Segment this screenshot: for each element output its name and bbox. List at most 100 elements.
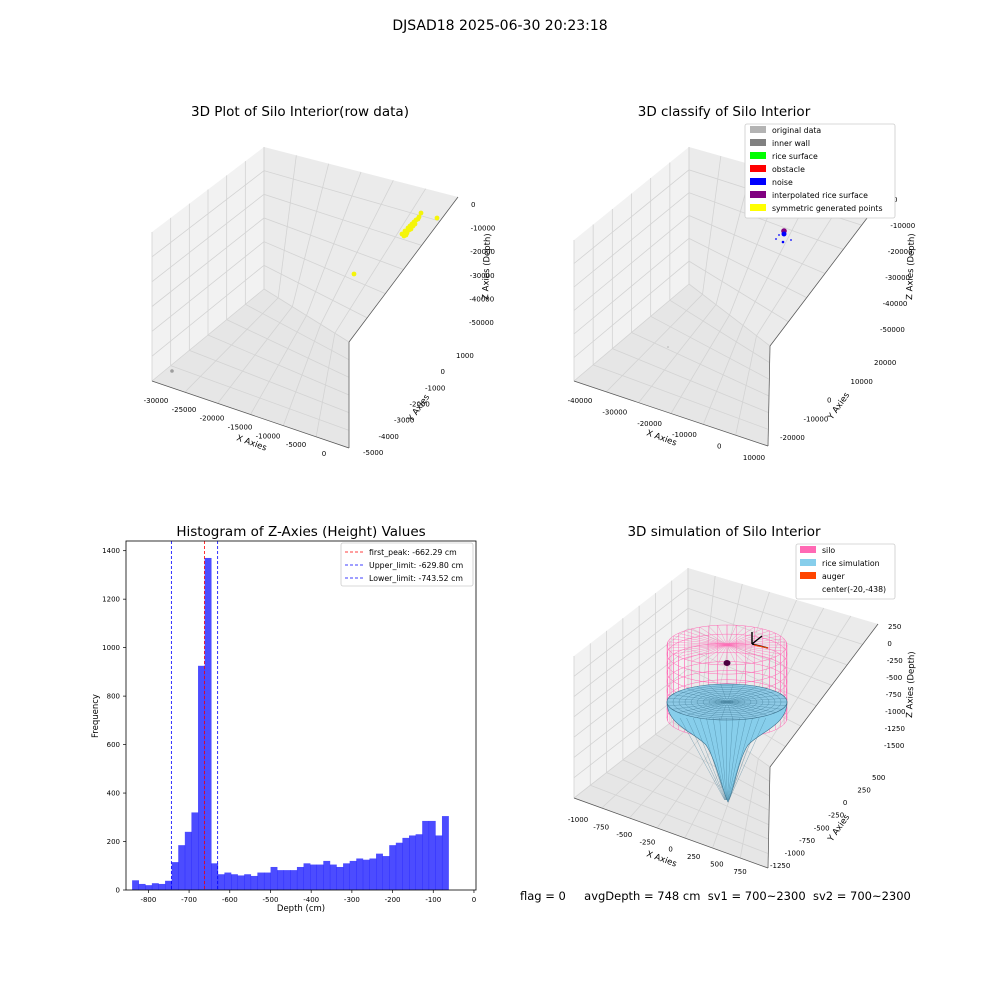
panel1-axes-box [151, 147, 459, 449]
gridline [263, 288, 350, 343]
silo-spoke [699, 644, 728, 663]
gridline [590, 784, 769, 854]
histogram-bar [329, 864, 337, 890]
panel1-zlabel: Z Axies (Depth) [481, 233, 493, 300]
x-axis-line [151, 380, 350, 449]
tick-label: 500 [872, 774, 885, 782]
tick-label: 0 [322, 450, 326, 458]
panel2-ylabel: Y Axies [826, 390, 853, 422]
legend-label: interpolated rice surface [772, 191, 868, 200]
y-axis-line [767, 345, 771, 447]
classified-point [667, 346, 669, 348]
tick-label: -10000 [804, 415, 829, 423]
silo-spoke [691, 628, 728, 646]
histogram-bar [343, 863, 350, 890]
legend-swatch [750, 204, 766, 211]
silo-spoke [726, 644, 776, 657]
z-axis-line [769, 623, 879, 768]
tick-label: -1000 [885, 708, 905, 716]
tick-label: -5000 [286, 441, 306, 449]
figure-title: DJSAD18 2025-06-30 20:23:18 [392, 18, 608, 34]
histogram-bar [217, 874, 225, 890]
gridline [151, 193, 422, 282]
y-tick-label: 1000 [102, 644, 120, 652]
gridline [655, 734, 770, 797]
tick-label: 0 [827, 397, 831, 405]
tick-label: -10000 [672, 431, 697, 439]
gridline [151, 241, 386, 332]
data-point [351, 271, 357, 277]
legend-swatch [750, 165, 766, 172]
tick-label: 0 [843, 799, 847, 807]
histogram-bar [362, 859, 370, 890]
histogram-bar [224, 872, 232, 890]
tick-label: 250 [888, 623, 901, 631]
data-point [170, 369, 174, 373]
histogram-vlines [170, 541, 219, 890]
y-tick-label: 0 [116, 887, 120, 895]
tick-label: -1000 [785, 849, 805, 857]
histogram-xticks: -800 -700 -600 -500 -400 -300 -200 -100 0 [140, 890, 476, 904]
legend-label: obstacle [772, 165, 805, 174]
gridline [739, 758, 759, 859]
tick-label: -5000 [363, 449, 383, 457]
center-marker [723, 660, 731, 666]
histogram-bar [184, 831, 192, 890]
x-tick-label: -800 [140, 896, 156, 904]
x-tick-label: -700 [181, 896, 197, 904]
tick-label: -250 [887, 657, 903, 665]
histogram-bar [231, 874, 238, 890]
avg-depth-value: avgDepth = 748 cm [584, 889, 701, 903]
data-point [418, 210, 424, 216]
rice-mesh [727, 717, 740, 801]
gridline [606, 772, 769, 840]
x-axis-line [573, 380, 769, 447]
tick-label: -1000 [568, 816, 588, 824]
histogram-bar [303, 863, 311, 890]
data-point [434, 215, 440, 221]
legend-label: auger [822, 572, 845, 581]
rice-mesh [668, 698, 786, 706]
histogram-ylabel: Frequency [91, 694, 101, 738]
histogram-bar [132, 880, 139, 890]
silo-spoke [717, 625, 728, 646]
tick-label: 0 [471, 201, 475, 209]
tick-label: -1250 [770, 862, 790, 870]
legend-swatch [750, 126, 766, 133]
x-axis-line [573, 797, 769, 869]
x-tick-label: -300 [344, 896, 360, 904]
y-tick-label: 1400 [102, 547, 120, 555]
histogram-yticks: 0 200 400 600 800 1000 1200 1400 [102, 547, 126, 895]
histogram-bar [138, 883, 146, 890]
histogram-bar [376, 853, 383, 890]
x-tick-label: 0 [472, 896, 476, 904]
histogram-bar [178, 845, 186, 890]
panel2-zlabel: Z Axies (Depth) [905, 233, 917, 300]
histogram-bar [237, 875, 245, 890]
histogram-bar [310, 864, 318, 890]
silo-spoke [726, 644, 787, 649]
panel4-legend: silo rice simulation auger center(-20,-438) [795, 543, 896, 600]
left-pane [574, 568, 688, 798]
x-tick-label: -500 [263, 896, 279, 904]
gridline [757, 615, 852, 759]
tick-label: -20000 [637, 420, 662, 428]
panel-simulation-3d: 3D simulation of Silo Interior -1000 -750… [568, 524, 917, 876]
rice-mesh [727, 717, 733, 801]
tick-label: 500 [710, 861, 723, 869]
legend-swatch [800, 572, 816, 579]
sv2-value: sv2 = 700~2300 [812, 889, 911, 903]
silo-spoke [726, 644, 781, 655]
histogram-bar [145, 885, 153, 890]
z-axis-line [348, 196, 459, 343]
gridline [151, 170, 440, 258]
sv1-value: sv1 = 700~2300 [707, 889, 806, 903]
histogram-bar [435, 835, 443, 890]
panel1-title: 3D Plot of Silo Interior(row data) [191, 104, 409, 120]
legend-swatch [800, 559, 816, 566]
histogram-bar [277, 870, 285, 890]
tick-label: 20000 [874, 359, 896, 367]
histogram-bar [336, 866, 344, 890]
legend-label: original data [772, 126, 821, 135]
